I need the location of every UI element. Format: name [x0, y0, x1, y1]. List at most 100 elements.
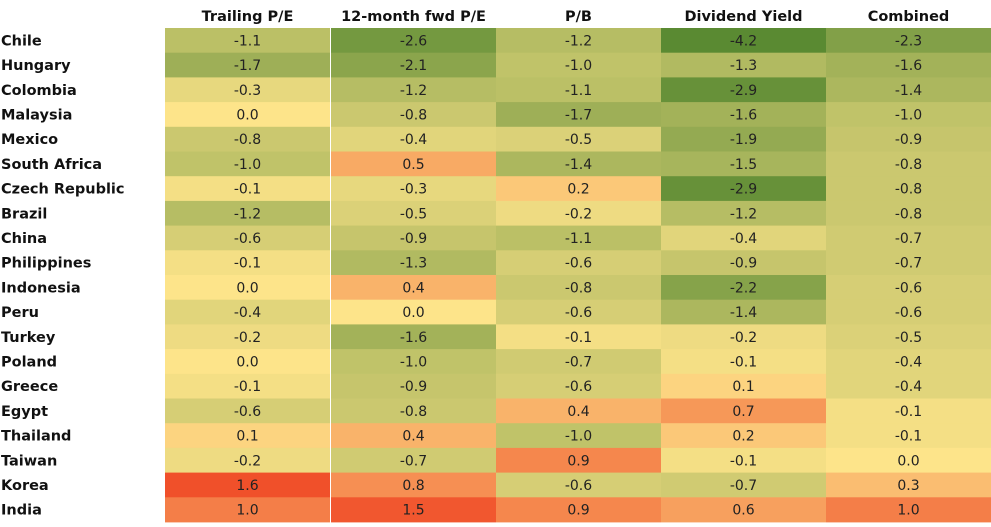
- cell-value-label: -0.7: [400, 453, 427, 469]
- cell-value-label: -1.0: [565, 58, 592, 74]
- cell-value-label: -2.9: [730, 182, 757, 198]
- heatmap-cell: [661, 324, 826, 350]
- cell-value-label: 0.4: [402, 429, 424, 445]
- heatmap-cell: [165, 472, 330, 498]
- row-label: Colombia: [1, 83, 77, 99]
- heatmap-cell: [826, 398, 991, 424]
- cell-value-label: -0.1: [234, 182, 261, 198]
- row-label: Greece: [1, 379, 58, 395]
- heatmap-cell: [661, 126, 826, 152]
- cell-value-label: -1.0: [895, 107, 922, 123]
- cell-value-label: -0.9: [895, 132, 922, 148]
- heatmap-cell: [496, 275, 661, 301]
- cell-value-label: 0.4: [567, 404, 589, 420]
- heatmap-cell: [661, 373, 826, 399]
- cell-value-label: -1.7: [565, 107, 592, 123]
- row-label: Poland: [1, 354, 57, 370]
- cell-value-label: -1.2: [730, 206, 757, 222]
- cell-value-label: -1.6: [895, 58, 922, 74]
- heatmap-cell: [165, 373, 330, 399]
- cell-value-label: 0.9: [567, 453, 589, 469]
- cell-value-label: -0.9: [730, 256, 757, 272]
- cell-value-label: 0.2: [732, 429, 754, 445]
- heatmap-cell: [826, 299, 991, 325]
- cell-value-label: -1.2: [234, 206, 261, 222]
- heatmap-cell: [826, 250, 991, 276]
- cell-value-label: -1.9: [730, 132, 757, 148]
- heatmap-cell: [165, 52, 330, 78]
- heatmap-cell: [826, 151, 991, 177]
- heatmap-cell: [661, 250, 826, 276]
- cell-value-label: 0.1: [236, 429, 258, 445]
- cell-value-label: -1.4: [730, 305, 757, 321]
- heatmap-cell: [165, 77, 330, 103]
- heatmap-cell: [496, 200, 661, 226]
- heatmap-cell: [661, 275, 826, 301]
- cell-value-label: 0.9: [567, 503, 589, 519]
- heatmap-cell: [826, 497, 991, 523]
- heatmap-cell: [165, 447, 330, 473]
- row-label: India: [1, 503, 42, 519]
- heatmap-cell: [661, 497, 826, 523]
- cell-value-label: -0.1: [565, 330, 592, 346]
- cell-value-label: 0.0: [236, 107, 258, 123]
- heatmap-cell: [661, 200, 826, 226]
- heatmap-cell: [826, 349, 991, 375]
- cell-value-label: -1.1: [565, 231, 592, 247]
- heatmap-cell: [496, 349, 661, 375]
- cell-value-label: 0.6: [732, 503, 754, 519]
- heatmap-cell: [165, 250, 330, 276]
- heatmap-cell: [826, 28, 991, 54]
- cell-value-label: -0.8: [895, 182, 922, 198]
- heatmap-cell: [165, 275, 330, 301]
- cell-value-label: -0.7: [565, 354, 592, 370]
- heatmap-cell: [331, 398, 496, 424]
- column-header: P/B: [565, 9, 592, 25]
- heatmap-cell: [826, 447, 991, 473]
- heatmap-cell: [165, 126, 330, 152]
- cell-value-label: -0.6: [234, 231, 261, 247]
- cell-value-label: 0.1: [732, 379, 754, 395]
- cell-value-label: -0.6: [565, 379, 592, 395]
- heatmap-cell: [331, 176, 496, 202]
- cell-value-label: 1.0: [236, 503, 258, 519]
- cell-value-label: -0.1: [895, 429, 922, 445]
- cell-value-label: -1.5: [730, 157, 757, 173]
- cell-value-label: 1.6: [236, 478, 258, 494]
- heatmap-cell: [496, 225, 661, 251]
- heatmap-cell: [826, 176, 991, 202]
- heatmap-cell: [826, 126, 991, 152]
- cell-value-label: -2.2: [730, 280, 757, 296]
- cell-value-label: -1.6: [400, 330, 427, 346]
- cell-value-label: -0.6: [234, 404, 261, 420]
- heatmap-cell: [661, 77, 826, 103]
- cell-value-label: -1.1: [234, 33, 261, 49]
- cell-value-label: -0.4: [730, 231, 757, 247]
- heatmap-cell: [331, 472, 496, 498]
- cell-value-label: -0.1: [730, 354, 757, 370]
- cell-value-label: -1.4: [895, 83, 922, 99]
- cell-value-label: -1.3: [730, 58, 757, 74]
- row-label: Egypt: [1, 404, 48, 420]
- heatmap-cell: [496, 497, 661, 523]
- cell-value-label: -0.1: [234, 379, 261, 395]
- cell-value-label: 0.0: [897, 453, 919, 469]
- row-label: Taiwan: [1, 453, 57, 469]
- heatmap-cell: [496, 52, 661, 78]
- heatmap-cell: [496, 102, 661, 128]
- heatmap-cell: [496, 447, 661, 473]
- heatmap-cell: [496, 423, 661, 449]
- heatmap-cell: [661, 299, 826, 325]
- cell-value-label: -4.2: [730, 33, 757, 49]
- cell-value-label: -2.6: [400, 33, 427, 49]
- row-label: China: [1, 231, 47, 247]
- heatmap-cell: [331, 126, 496, 152]
- heatmap-cell: [826, 324, 991, 350]
- heatmap-cell: [661, 349, 826, 375]
- heatmap-cell: [165, 200, 330, 226]
- cell-value-label: -1.2: [565, 33, 592, 49]
- cell-value-label: -0.8: [895, 157, 922, 173]
- heatmap-cell: [165, 349, 330, 375]
- heatmap-cell: [661, 447, 826, 473]
